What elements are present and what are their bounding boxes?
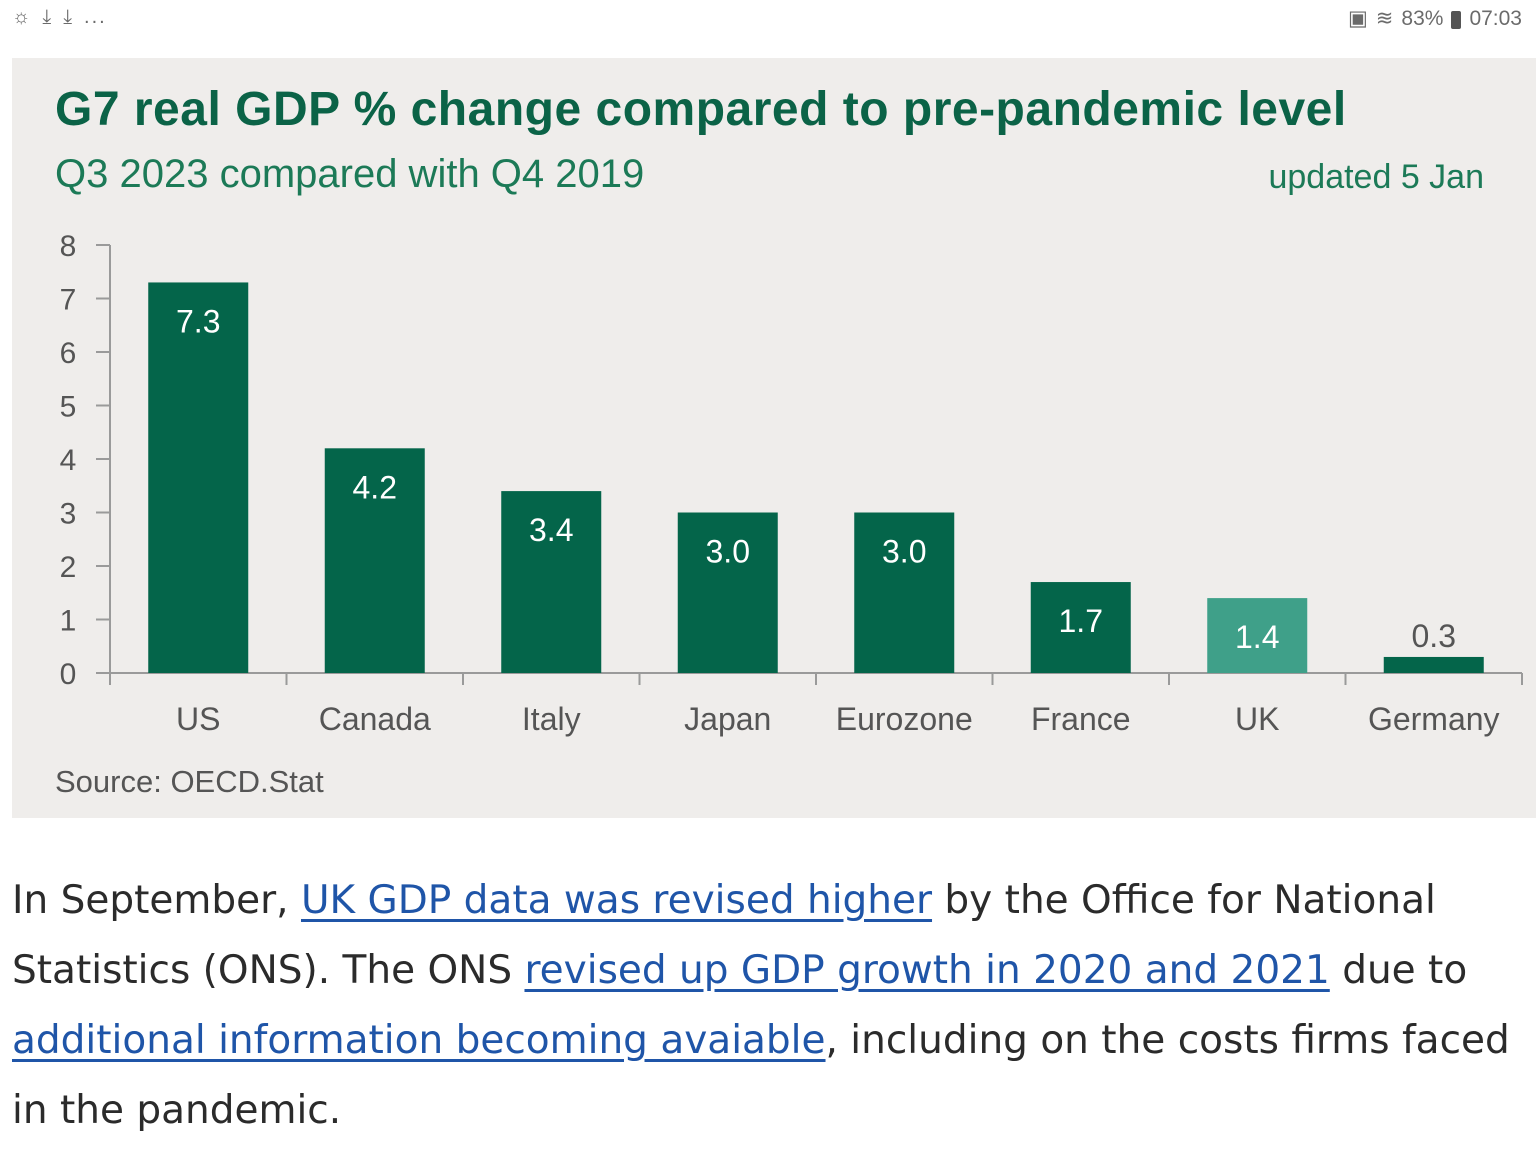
article-paragraph: In September, UK GDP data was revised hi… (12, 866, 1528, 1146)
weather-icon: ☼ (12, 6, 33, 28)
y-tick-label: 2 (60, 551, 77, 584)
bar-japan (677, 512, 778, 673)
status-bar-right: ▣ ≋ 83% 07:03 (1348, 6, 1522, 31)
lock-icon: ▣ (1347, 7, 1368, 30)
x-tick-label: Germany (1368, 701, 1500, 737)
bar-eurozone (854, 512, 955, 673)
x-tick-label: Italy (522, 701, 581, 737)
clock: 07:03 (1469, 6, 1522, 30)
battery-percent: 83% (1401, 6, 1444, 30)
x-tick-label: Japan (684, 701, 771, 737)
x-tick-label: Eurozone (836, 701, 973, 737)
y-tick-label: 3 (60, 498, 77, 531)
data-label: 3.0 (706, 534, 750, 570)
x-tick-label: UK (1235, 701, 1279, 737)
battery-icon (1451, 10, 1462, 29)
wifi-icon: ≋ (1375, 7, 1394, 30)
y-tick-label: 6 (60, 337, 77, 370)
download-icon: ⤓ (42, 6, 54, 28)
chart-card: G7 real GDP % change compared to pre-pan… (12, 58, 1536, 818)
link-uk-gdp-revised[interactable]: UK GDP data was revised higher (300, 878, 933, 923)
status-bar-left: ☼ ⤓ ⤓ ... (12, 6, 107, 29)
data-label: 3.4 (529, 512, 573, 548)
y-tick-label: 5 (60, 391, 77, 424)
y-tick-label: 8 (60, 230, 77, 263)
data-label: 0.3 (1412, 618, 1456, 654)
x-tick-label: US (176, 701, 220, 737)
x-tick-label: France (1031, 701, 1131, 737)
download-icon: ⤓ (63, 6, 75, 28)
chart-source: Source: OECD.Stat (55, 764, 324, 799)
bar-uk (1207, 598, 1308, 673)
more-notifications: ... (84, 6, 107, 28)
bar-germany (1383, 656, 1484, 673)
data-label: 3.0 (882, 534, 926, 570)
data-label: 1.7 (1059, 603, 1103, 639)
status-bar: ☼ ⤓ ⤓ ... ▣ ≋ 83% 07:03 (0, 0, 1536, 40)
bar-chart: 0 1 2 3 4 5 6 7 8 7.3 US 4.2 Canada 3.4 Italy 3.0 Japan 3… (60, 230, 1523, 737)
data-label: 4.2 (353, 469, 397, 505)
article-text: by the Office for National Statistics (O… (12, 878, 1436, 993)
y-tick-label: 7 (60, 284, 77, 317)
link-revised-gdp-growth[interactable]: revised up GDP growth in 2020 and 2021 (524, 948, 1330, 993)
data-label: 1.4 (1235, 619, 1279, 655)
data-label: 7.3 (176, 303, 220, 339)
bar-canada (324, 448, 425, 673)
y-tick-label: 0 (60, 658, 77, 691)
y-tick-label: 1 (60, 605, 77, 638)
y-tick-label: 4 (60, 444, 77, 477)
article-text: due to (1329, 948, 1468, 993)
article-text: In September, (12, 878, 301, 923)
bar-france (1030, 582, 1131, 673)
link-additional-information[interactable]: additional information becoming avaiable (12, 1018, 826, 1063)
article-text: , including on the costs firms faced in … (12, 1018, 1510, 1133)
chart-subtitle: Q3 2023 compared with Q4 2019 (55, 152, 645, 196)
chart-title: G7 real GDP % change compared to pre-pan… (55, 83, 1347, 136)
x-tick-label: Canada (319, 701, 431, 737)
chart-updated-date: updated 5 Jan (1268, 158, 1484, 196)
bar-us (148, 282, 249, 673)
bar-italy (501, 491, 602, 673)
